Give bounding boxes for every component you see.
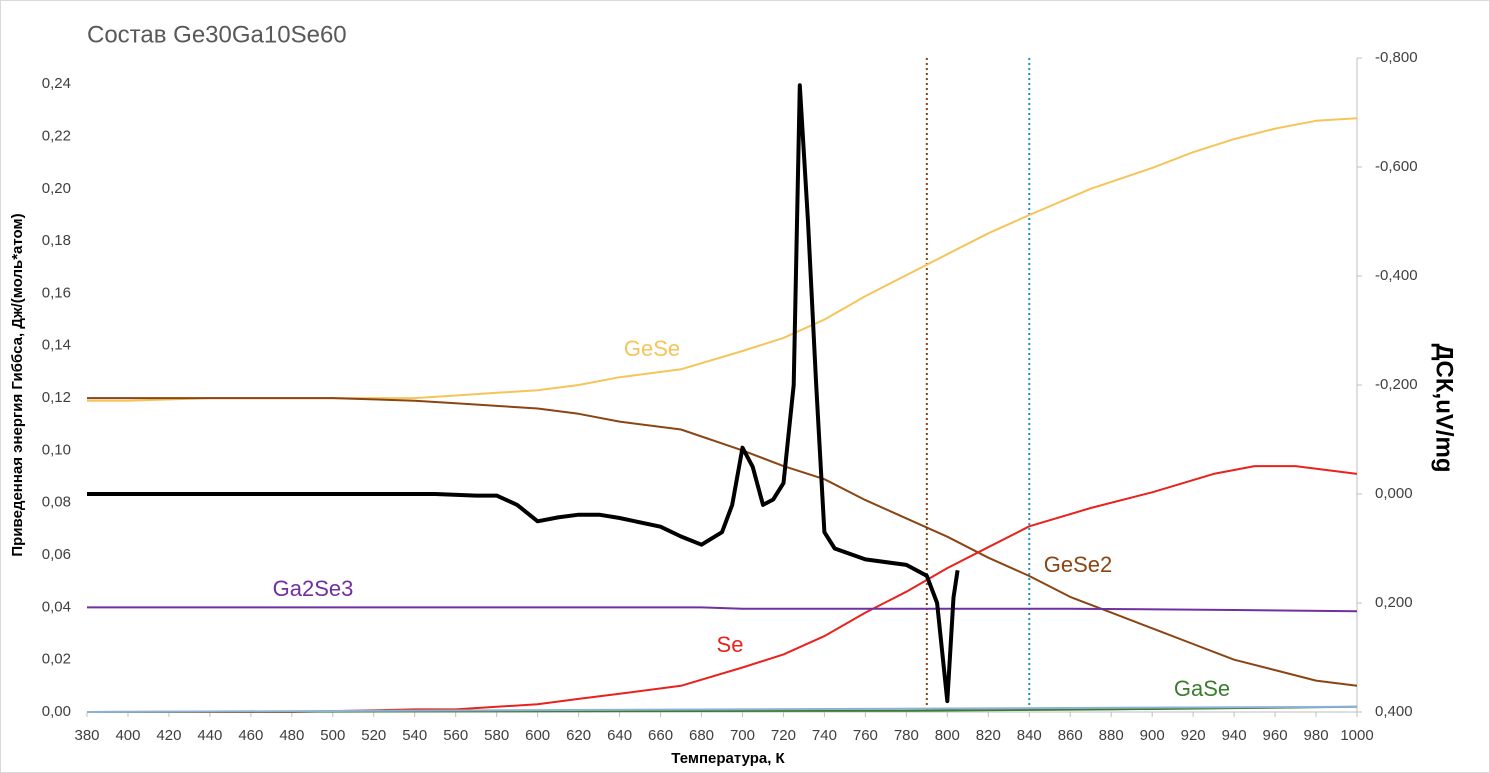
x-tick-label: 480 [279,727,304,744]
x-tick-label: 440 [197,727,222,744]
series-label: GaSe [1174,676,1230,701]
x-tick-label: 500 [320,727,345,744]
y2-tick-label: 0,200 [1375,594,1413,611]
y-tick-label: 0,22 [42,127,71,144]
x-tick-label: 900 [1140,727,1165,744]
y-tick-label: 0,06 [42,546,71,563]
x-tick-label: 780 [894,727,919,744]
x-tick-label: 760 [853,727,878,744]
x-tick-label: 740 [812,727,837,744]
y2-tick-label: -0,600 [1375,158,1418,175]
x-tick-label: 680 [689,727,714,744]
y-tick-label: 0,18 [42,232,71,249]
series-label: Ga2Se3 [273,576,354,601]
x-tick-label: 660 [648,727,673,744]
series-line [87,117,1358,402]
x-tick-label: 860 [1058,727,1083,744]
y-tick-label: 0,08 [42,494,71,511]
chart-title: Состав Ge30Ga10Se60 [87,21,347,48]
y-tick-label: 0,24 [42,75,71,92]
series-line [86,705,1358,713]
x-tick-label: 620 [566,727,591,744]
x-axis-label: Температура, К [671,750,785,767]
series-label: Se [717,632,744,657]
y-tick-label: 0,16 [42,284,71,301]
x-tick-label: 940 [1222,727,1247,744]
x-tick-label: 920 [1181,727,1206,744]
y-tick-label: 0,04 [42,598,71,615]
y-tick-label: 0,02 [42,651,71,668]
series-label: GeSe [624,336,680,361]
x-tick-label: 600 [525,727,550,744]
y-tick-label: 0,20 [42,180,71,197]
y-tick-label: 0,10 [42,441,71,458]
x-tick-label: 540 [402,727,427,744]
series-line [87,465,1358,713]
y-axis-label: Приведенная энергия Гиббса, Дж/(моль*ато… [9,213,26,556]
x-tick-label: 380 [74,727,99,744]
series-line [87,606,1358,613]
x-tick-label: 520 [361,727,386,744]
x-tick-label: 720 [771,727,796,744]
x-tick-label: 1000 [1340,727,1373,744]
y-tick-label: 0,14 [42,337,71,354]
x-tick-label: 700 [730,727,755,744]
x-tick-label: 580 [484,727,509,744]
x-tick-label: 960 [1263,727,1288,744]
x-tick-label: 840 [1017,727,1042,744]
y2-tick-label: 0,000 [1375,485,1413,502]
x-tick-label: 800 [935,727,960,744]
x-tick-label: 820 [976,727,1001,744]
y2-tick-label: 0,400 [1375,703,1413,720]
series-label: GeSe2 [1044,552,1113,577]
x-tick-label: 400 [115,727,140,744]
x-tick-label: 880 [1099,727,1124,744]
y2-axis-label: ДСК,uV/mg [1431,343,1458,472]
x-tick-label: 420 [156,727,181,744]
y2-tick-label: -0,400 [1375,267,1418,284]
y2-tick-label: -0,200 [1375,376,1418,393]
x-tick-label: 980 [1304,727,1329,744]
y-tick-label: 0,00 [42,703,71,720]
y2-tick-label: -0,800 [1375,49,1418,66]
series-line [87,83,960,704]
x-tick-label: 560 [443,727,468,744]
y-tick-label: 0,12 [42,389,71,406]
x-tick-label: 460 [238,727,263,744]
series-line [87,397,1358,687]
x-tick-label: 640 [607,727,632,744]
